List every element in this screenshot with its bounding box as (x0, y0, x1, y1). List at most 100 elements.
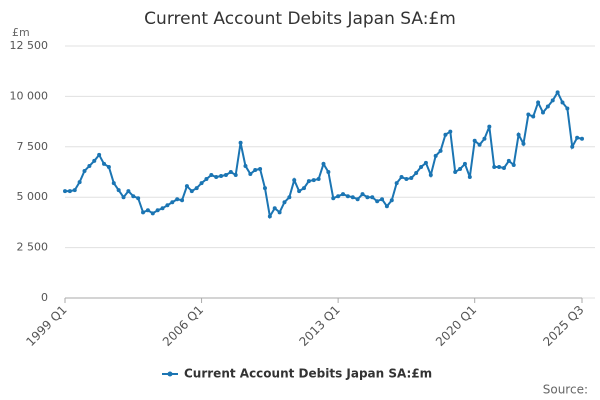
data-point (570, 144, 575, 149)
data-point (214, 175, 219, 180)
data-point (102, 161, 107, 166)
data-point (262, 186, 267, 191)
data-point (223, 173, 228, 178)
data-point (316, 177, 321, 182)
data-point (394, 181, 399, 186)
data-point (155, 208, 160, 213)
data-point (136, 196, 141, 201)
data-point (175, 197, 180, 202)
data-point (67, 189, 72, 194)
data-point (414, 171, 419, 176)
data-point (204, 177, 209, 182)
data-point (336, 194, 341, 199)
data-point (282, 200, 287, 205)
data-point (575, 135, 580, 140)
data-point (448, 129, 453, 134)
data-point (258, 166, 263, 171)
data-point (184, 184, 189, 189)
data-point (462, 161, 467, 166)
data-point (111, 181, 116, 186)
data-point (545, 104, 550, 109)
data-point (580, 136, 584, 141)
data-point (477, 142, 482, 147)
data-point (131, 194, 136, 199)
data-point (126, 189, 131, 194)
data-point (555, 90, 560, 95)
data-point (404, 177, 409, 182)
data-point (267, 214, 272, 219)
data-point (219, 174, 224, 179)
y-tick-label: 2 500 (17, 241, 49, 254)
data-point (487, 124, 492, 129)
y-tick-label: 10 000 (10, 89, 49, 102)
data-point (365, 195, 370, 200)
data-point (253, 167, 258, 172)
data-point (209, 173, 214, 178)
data-point (277, 210, 282, 215)
x-tick-label: 2013 Q1 (296, 303, 342, 349)
data-point (306, 179, 311, 184)
data-point (292, 178, 297, 183)
legend-label: Current Account Debits Japan SA:£m (184, 367, 432, 381)
data-point (106, 164, 111, 169)
data-point (228, 170, 233, 174)
data-point (433, 153, 438, 158)
data-point (419, 164, 424, 169)
data-point (540, 110, 545, 115)
data-point (399, 175, 404, 180)
data-point (497, 164, 502, 169)
y-axis-label: £m (12, 26, 30, 39)
data-point (341, 192, 346, 197)
data-point (384, 204, 389, 209)
data-point (521, 141, 526, 146)
x-tick-label: 2006 Q1 (160, 303, 206, 349)
chart-title: Current Account Debits Japan SA:£m (144, 9, 456, 29)
data-point (443, 132, 448, 137)
data-point (321, 161, 326, 166)
data-point (453, 170, 458, 174)
x-tick-label: 1999 Q1 (23, 303, 69, 349)
data-point (180, 198, 185, 203)
data-point (141, 210, 146, 215)
data-point (511, 162, 516, 167)
data-point (165, 203, 170, 208)
data-point (121, 195, 126, 200)
data-point (238, 140, 243, 145)
data-point (248, 172, 253, 177)
data-point (467, 175, 472, 180)
data-point (565, 106, 570, 111)
data-point (428, 173, 433, 178)
data-point (360, 192, 365, 197)
data-point (550, 98, 555, 103)
data-point (370, 195, 375, 200)
data-point (97, 152, 102, 157)
data-point (243, 163, 248, 168)
data-point (326, 170, 331, 174)
data-point (170, 200, 175, 205)
data-point (297, 189, 302, 194)
data-point (301, 186, 306, 191)
data-point (355, 197, 360, 202)
y-tick-label: 0 (41, 291, 48, 304)
data-point (92, 158, 97, 163)
data-point (375, 199, 380, 204)
data-point (311, 178, 316, 183)
data-point (331, 196, 336, 201)
data-point (531, 114, 536, 119)
data-point (72, 188, 77, 193)
x-tick-label: 2020 Q1 (433, 303, 479, 349)
data-point (501, 165, 506, 170)
y-tick-label: 5 000 (17, 190, 49, 203)
data-point (345, 194, 350, 199)
data-point (472, 138, 477, 143)
data-point (199, 181, 204, 186)
data-point (63, 189, 67, 194)
data-point (409, 176, 414, 181)
data-point (189, 189, 194, 194)
data-point (380, 197, 385, 202)
data-point (287, 195, 292, 200)
y-tick-label: 7 500 (17, 140, 49, 153)
data-point (87, 163, 92, 168)
data-point (458, 166, 463, 171)
